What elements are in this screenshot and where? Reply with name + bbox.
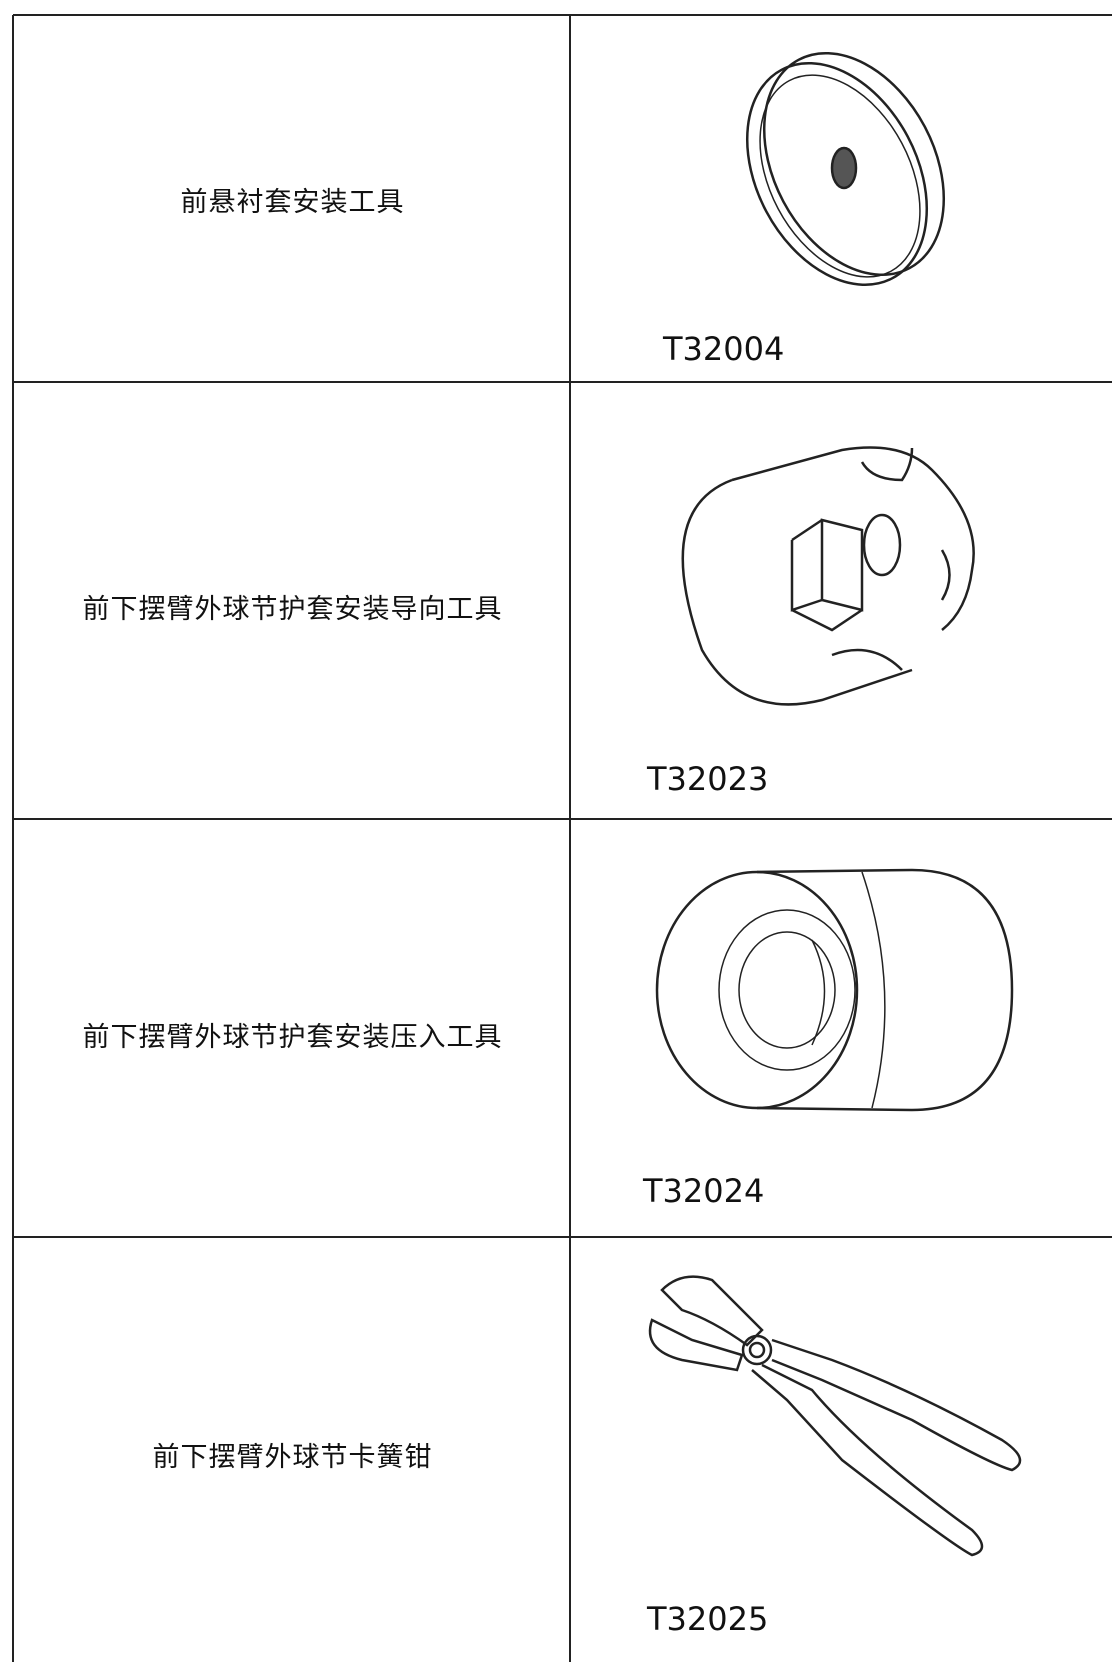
row-border xyxy=(13,818,1112,820)
row-border xyxy=(13,14,1112,16)
tool-illustration xyxy=(655,868,1014,1112)
row-border xyxy=(13,381,1112,383)
tool-illustration xyxy=(648,1275,1022,1557)
tool-code: T32004 xyxy=(663,330,785,368)
tool-code: T32025 xyxy=(647,1600,769,1638)
tool-name: 前悬衬套安装工具 xyxy=(180,187,405,218)
row-border xyxy=(13,1236,1112,1238)
tool-illustration xyxy=(745,51,946,287)
tool-illustration xyxy=(681,446,975,706)
column-border xyxy=(12,15,14,1662)
tool-name: 前下摆臂外球节护套安装导向工具 xyxy=(82,594,503,625)
tool-name: 前下摆臂外球节卡簧钳 xyxy=(152,1442,433,1473)
column-border xyxy=(569,15,571,1662)
tool-code: T32023 xyxy=(647,760,769,798)
tool-code: T32024 xyxy=(643,1172,765,1210)
tool-name: 前下摆臂外球节护套安装压入工具 xyxy=(82,1022,503,1053)
